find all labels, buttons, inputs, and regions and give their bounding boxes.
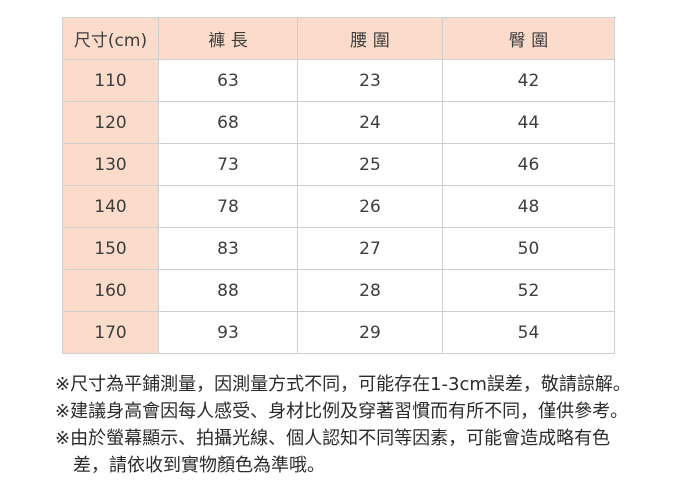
table-cell: 93 <box>158 311 298 354</box>
row-header-cell: 130 <box>62 143 159 186</box>
table-row: 140 78 26 48 <box>62 185 615 228</box>
column-header: 褲 長 <box>158 17 298 60</box>
table-cell: 27 <box>297 227 443 270</box>
row-header-cell: 150 <box>62 227 159 270</box>
table-cell: 46 <box>442 143 615 186</box>
table-row: 160 88 28 52 <box>62 269 615 312</box>
table-cell: 48 <box>442 185 615 228</box>
table-cell: 29 <box>297 311 443 354</box>
column-header: 腰 圍 <box>297 17 443 60</box>
table-cell: 50 <box>442 227 615 270</box>
table-row: 170 93 29 54 <box>62 311 615 354</box>
table-cell: 28 <box>297 269 443 312</box>
row-header-cell: 170 <box>62 311 159 354</box>
table-cell: 42 <box>442 59 615 102</box>
table-cell: 24 <box>297 101 443 144</box>
table-cell: 54 <box>442 311 615 354</box>
table-cell: 83 <box>158 227 298 270</box>
table-row: 120 68 24 44 <box>62 101 615 144</box>
table-cell: 88 <box>158 269 298 312</box>
column-header: 臀 圍 <box>442 17 615 60</box>
note-line: ※建議身高會因每人感受、身材比例及穿著習慣而有所不同，僅供參考。 <box>55 401 629 422</box>
table-cell: 26 <box>297 185 443 228</box>
size-chart-table: 尺寸(cm) 褲 長腰 圍臀 圍 110 63 23 42 120 68 24 44 130 73 2… <box>62 17 615 354</box>
table-cell: 73 <box>158 143 298 186</box>
table-cell: 52 <box>442 269 615 312</box>
note: ※建議身高會因每人感受、身材比例及穿著習慣而有所不同，僅供參考。 <box>55 398 635 425</box>
table-row: 150 83 27 50 <box>62 227 615 270</box>
header-row: 尺寸(cm) 褲 長腰 圍臀 圍 <box>62 17 615 60</box>
table-cell: 63 <box>158 59 298 102</box>
note-line: ※由於螢幕顯示、拍攝光線、個人認知不同等因素，可能會造成略有色 <box>55 428 611 449</box>
table-cell: 78 <box>158 185 298 228</box>
row-header-cell: 160 <box>62 269 159 312</box>
table-cell: 68 <box>158 101 298 144</box>
notes: ※尺寸為平鋪測量，因測量方式不同，可能存在1-3cm誤差，敬請諒解。 ※建議身高會… <box>55 371 635 479</box>
table-cell: 23 <box>297 59 443 102</box>
table-head: 尺寸(cm) 褲 長腰 圍臀 圍 <box>62 17 615 60</box>
note-line: 差，請依收到實物顏色為準哦。 <box>73 455 325 476</box>
table-row: 110 63 23 42 <box>62 59 615 102</box>
table-cell: 44 <box>442 101 615 144</box>
row-header-cell: 110 <box>62 59 159 102</box>
table-row: 130 73 25 46 <box>62 143 615 186</box>
note-line: ※尺寸為平鋪測量，因測量方式不同，可能存在1-3cm誤差，敬請諒解。 <box>55 374 631 395</box>
table-cell: 25 <box>297 143 443 186</box>
table-body: 110 63 23 42 120 68 24 44 130 73 25 46 140 78 26 48 150 8… <box>62 59 615 354</box>
note: ※尺寸為平鋪測量，因測量方式不同，可能存在1-3cm誤差，敬請諒解。 <box>55 371 635 398</box>
row-header-cell: 120 <box>62 101 159 144</box>
row-header-cell: 140 <box>62 185 159 228</box>
note: ※由於螢幕顯示、拍攝光線、個人認知不同等因素，可能會造成略有色差，請依收到實物顏… <box>55 425 635 479</box>
column-header: 尺寸(cm) <box>62 17 159 60</box>
